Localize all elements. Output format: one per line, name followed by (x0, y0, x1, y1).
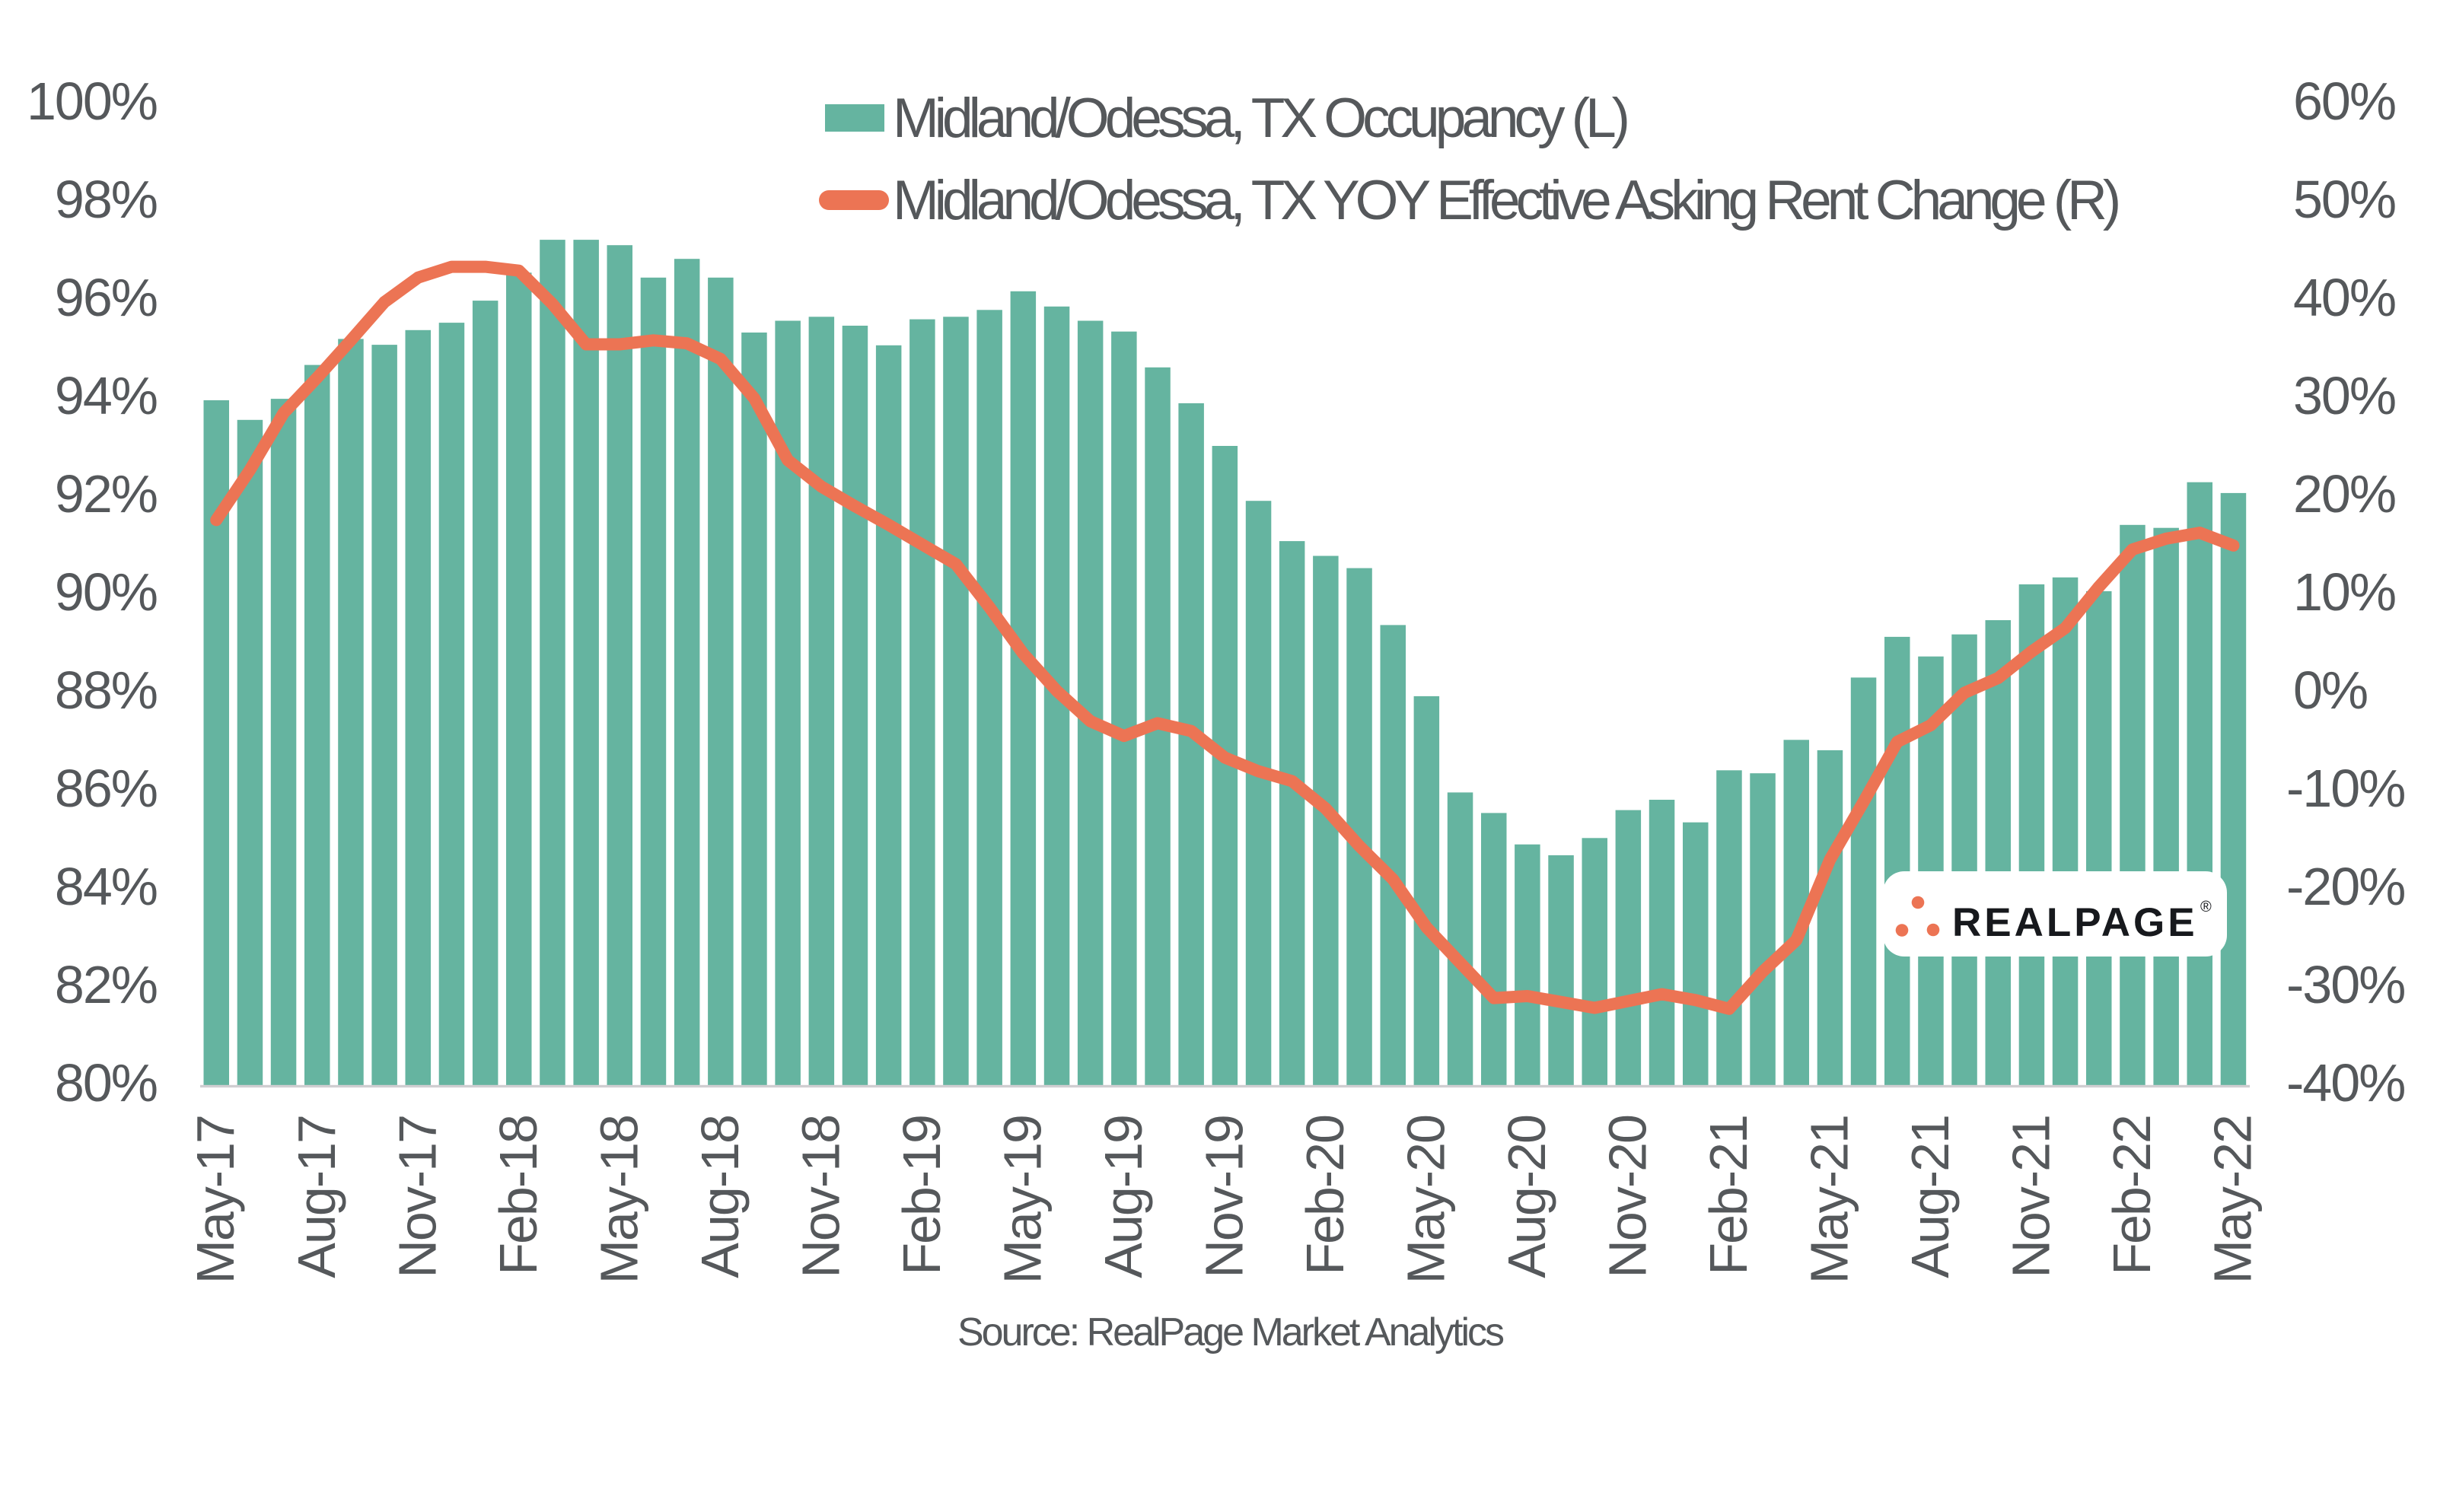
svg-text:Midland/Odessa, TX YOY Effecti: Midland/Odessa, TX YOY Effective Asking … (893, 170, 2118, 231)
svg-text:94%: 94% (55, 366, 157, 425)
svg-text:50%: 50% (2293, 170, 2395, 229)
svg-text:-10%: -10% (2286, 759, 2404, 818)
svg-text:Feb-18: Feb-18 (489, 1116, 548, 1275)
svg-text:-20%: -20% (2286, 857, 2404, 916)
svg-text:86%: 86% (55, 759, 157, 818)
svg-text:REALPAGE: REALPAGE (1952, 900, 2198, 945)
svg-text:Feb-21: Feb-21 (1699, 1116, 1758, 1275)
svg-text:Aug-19: Aug-19 (1094, 1116, 1153, 1278)
svg-text:Nov-17: Nov-17 (387, 1116, 447, 1278)
svg-text:®: ® (2200, 899, 2212, 915)
svg-text:20%: 20% (2293, 464, 2395, 524)
svg-text:30%: 30% (2293, 366, 2395, 425)
svg-text:90%: 90% (55, 562, 157, 622)
svg-text:10%: 10% (2293, 562, 2395, 622)
svg-text:-40%: -40% (2286, 1053, 2404, 1113)
svg-text:98%: 98% (55, 170, 157, 229)
svg-text:82%: 82% (55, 955, 157, 1014)
svg-text:Aug-20: Aug-20 (1497, 1116, 1556, 1278)
svg-text:100%: 100% (27, 72, 157, 131)
svg-text:May-18: May-18 (589, 1116, 648, 1284)
svg-text:92%: 92% (55, 464, 157, 524)
svg-text:Nov-21: Nov-21 (2001, 1116, 2060, 1278)
svg-text:May-17: May-17 (186, 1116, 245, 1284)
svg-text:Nov-20: Nov-20 (1598, 1116, 1657, 1278)
svg-text:0%: 0% (2293, 661, 2367, 720)
svg-text:May-19: May-19 (992, 1116, 1052, 1284)
svg-text:May-20: May-20 (1396, 1116, 1455, 1284)
svg-text:Midland/Odessa, TX Occupancy (: Midland/Odessa, TX Occupancy (L) (893, 88, 1627, 149)
svg-text:Aug-18: Aug-18 (690, 1116, 750, 1278)
svg-text:88%: 88% (55, 661, 157, 720)
svg-text:-30%: -30% (2286, 955, 2404, 1014)
svg-text:Feb-22: Feb-22 (2102, 1116, 2161, 1275)
svg-text:Source: RealPage Market Analyt: Source: RealPage Market Analytics (957, 1310, 1504, 1354)
svg-text:Aug-17: Aug-17 (287, 1116, 346, 1278)
svg-text:84%: 84% (55, 857, 157, 916)
svg-text:60%: 60% (2293, 72, 2395, 131)
svg-text:Nov-18: Nov-18 (791, 1116, 850, 1278)
svg-text:80%: 80% (55, 1053, 157, 1113)
svg-text:Feb-20: Feb-20 (1295, 1116, 1355, 1275)
svg-text:May-22: May-22 (2203, 1116, 2263, 1284)
svg-text:Aug-21: Aug-21 (1900, 1116, 1960, 1278)
svg-text:Feb-19: Feb-19 (892, 1116, 951, 1275)
svg-text:96%: 96% (55, 268, 157, 327)
svg-text:Nov-19: Nov-19 (1194, 1116, 1254, 1278)
svg-text:May-21: May-21 (1799, 1116, 1859, 1284)
svg-text:40%: 40% (2293, 268, 2395, 327)
